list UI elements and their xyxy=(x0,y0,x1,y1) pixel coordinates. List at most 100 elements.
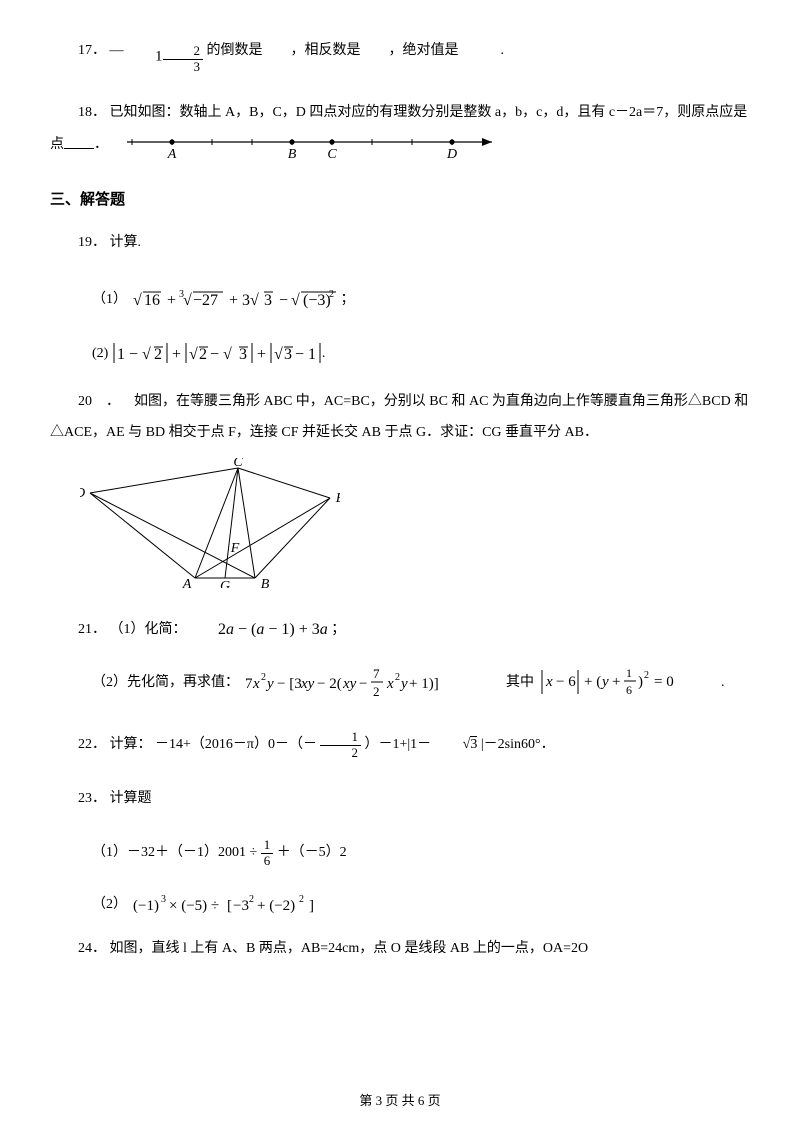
svg-text:B: B xyxy=(261,577,270,588)
svg-text:y: y xyxy=(399,676,408,692)
q19-p2-label: (2) xyxy=(92,346,108,361)
q21-p1-label: （1）化简： xyxy=(110,622,187,637)
svg-text:2: 2 xyxy=(299,894,304,905)
svg-text:+: + xyxy=(167,292,176,309)
q18-tail: 点 xyxy=(50,138,64,153)
svg-text:+: + xyxy=(172,346,181,363)
svg-text:2: 2 xyxy=(154,346,162,363)
question-24: 24． 如图，直线 l 上有 A、B 两点，AB=24cm，点 O 是线段 AB… xyxy=(50,938,750,960)
svg-text:3: 3 xyxy=(264,292,272,309)
svg-text:− [3: − [3 xyxy=(277,676,302,692)
q17-whole: 1 xyxy=(155,49,163,65)
svg-text:−27: −27 xyxy=(193,292,218,309)
q21-p2-tail: . xyxy=(721,676,725,691)
q21-p1-tail: ； xyxy=(331,622,345,637)
q20-num: 20 xyxy=(78,394,92,409)
q21-p2-label: （2）先化简，再求值： xyxy=(92,676,239,691)
svg-text:x: x xyxy=(252,676,260,692)
svg-text:1 − √: 1 − √ xyxy=(117,346,151,363)
svg-text:3: 3 xyxy=(284,346,292,363)
q22-tail: |－2sin60°． xyxy=(481,737,555,752)
q23-p2-label: （2） xyxy=(92,897,127,912)
svg-text:y: y xyxy=(600,674,609,690)
q19-p1-semi: ； xyxy=(341,292,355,307)
svg-text:+ (−2): + (−2) xyxy=(257,898,295,914)
svg-text:− √: − √ xyxy=(210,346,232,363)
svg-text:= 0: = 0 xyxy=(654,674,674,690)
question-18-line2: 点． ABCD xyxy=(50,130,750,160)
q17-frac: 23 xyxy=(163,44,204,74)
q23-p1-div: ÷ xyxy=(250,845,258,860)
footer-mid: 页 共 xyxy=(382,1093,418,1108)
q17-post: 的倒数是 ，相反数是 ，绝对值是 . xyxy=(207,43,505,58)
q22-sqrt3: √3 xyxy=(435,734,478,756)
q23-expr2: (−1)3 × (−5) ÷ [ −32 + (−2)2 ] xyxy=(131,890,331,920)
footer-post: 页 xyxy=(424,1093,440,1108)
svg-text:2: 2 xyxy=(373,684,380,699)
svg-text:√: √ xyxy=(133,292,142,309)
svg-text:2: 2 xyxy=(329,289,334,300)
number-line: ABCD xyxy=(122,130,542,160)
svg-text:− 6: − 6 xyxy=(556,674,576,690)
q24-num: 24． xyxy=(78,941,106,956)
svg-text:): ) xyxy=(638,674,643,690)
svg-text:2: 2 xyxy=(199,346,207,363)
svg-text:2: 2 xyxy=(261,672,266,683)
q21-expr1: 2a − (a − 1) + 3a xyxy=(190,617,328,643)
footer-pre: 第 xyxy=(359,1093,375,1108)
svg-text:[: [ xyxy=(227,898,232,914)
q17-pre: — xyxy=(110,43,128,58)
q22-frac: 12 xyxy=(320,730,361,760)
q23-title: 计算题 xyxy=(110,791,152,806)
svg-text:2: 2 xyxy=(644,670,649,681)
q18-blanklabel: ． xyxy=(94,138,108,153)
question-19: 19． 计算. xyxy=(50,232,750,254)
svg-text:(−3): (−3) xyxy=(303,292,331,309)
q19-num: 19． xyxy=(78,235,106,250)
svg-text:A: A xyxy=(182,577,192,588)
q23-p1-frac: 16 xyxy=(261,838,274,868)
svg-text:+: + xyxy=(257,346,266,363)
q20-diagram: DCEABGF xyxy=(80,458,750,596)
svg-text:−: − xyxy=(279,292,288,309)
question-20: 20 ． 如图，在等腰三角形 ABC 中，AC=BC，分别以 BC 和 AC 为… xyxy=(50,387,750,449)
q22-pre: －14+（2016－π）0－（－ xyxy=(155,737,317,752)
q21-num: 21． xyxy=(78,622,106,637)
q21-expr2: 7x2y − [3xy− 2(xy− 72 x2y+ 1)] xyxy=(243,664,503,702)
svg-text:y: y xyxy=(265,676,274,692)
svg-text:√: √ xyxy=(189,346,198,363)
svg-text:3: 3 xyxy=(239,346,247,363)
question-18: 18． 已知如图：数轴上 A，B，C，D 四点对应的有理数分别是整数 a，b，c… xyxy=(50,102,750,124)
q23-part2: （2） (−1)3 × (−5) ÷ [ −32 + (−2)2 ] xyxy=(92,890,750,920)
svg-text:(−1): (−1) xyxy=(133,898,159,914)
q24-text: 如图，直线 l 上有 A、B 两点，AB=24cm，点 O 是线段 AB 上的一… xyxy=(110,941,589,956)
q18-num: 18． xyxy=(78,105,106,120)
q19-part2: (2) 1 − √2 + √2 − √3 + √3 − 1 . xyxy=(92,339,750,369)
q17-num: 17． xyxy=(78,43,106,58)
svg-text:C: C xyxy=(327,147,337,160)
svg-text:√: √ xyxy=(291,292,300,309)
svg-text:+ 3√: + 3√ xyxy=(229,292,259,309)
q18-text: 已知如图：数轴上 A，B，C，D 四点对应的有理数分别是整数 a，b，c，d，且… xyxy=(110,105,748,120)
q21-expr3: x− 6 + (y+ 16 )2 = 0 xyxy=(538,664,718,702)
svg-text:D: D xyxy=(445,147,456,160)
svg-text:−3: −3 xyxy=(233,898,249,914)
svg-text:−: − xyxy=(359,676,367,692)
q18-blank xyxy=(64,135,94,149)
q22-mid: ）－1+|1－ xyxy=(364,737,431,752)
q23-part1: （1）－32＋（－1）2001 ÷ 16 ＋（－5）2 xyxy=(92,838,750,868)
svg-text:3: 3 xyxy=(161,894,166,905)
svg-text:+: + xyxy=(612,674,620,690)
svg-text:B: B xyxy=(287,147,296,160)
svg-text:x: x xyxy=(386,676,394,692)
svg-text:F: F xyxy=(230,541,240,556)
q19-p1-label: （1） xyxy=(92,292,127,307)
q20-text: 如图，在等腰三角形 ABC 中，AC=BC，分别以 BC 和 AC 为直角边向上… xyxy=(50,394,748,440)
svg-text:√: √ xyxy=(183,292,192,309)
question-21: 21． （1）化简： 2a − (a − 1) + 3a ； xyxy=(50,617,750,643)
svg-text:7: 7 xyxy=(373,666,380,681)
svg-text:7: 7 xyxy=(245,676,253,692)
svg-text:− 1: − 1 xyxy=(295,346,316,363)
q19-part1: （1） √16 + 3√−27 + 3√3 − √(−3)2 ； xyxy=(92,283,750,317)
q20-sep: ． xyxy=(106,394,120,409)
